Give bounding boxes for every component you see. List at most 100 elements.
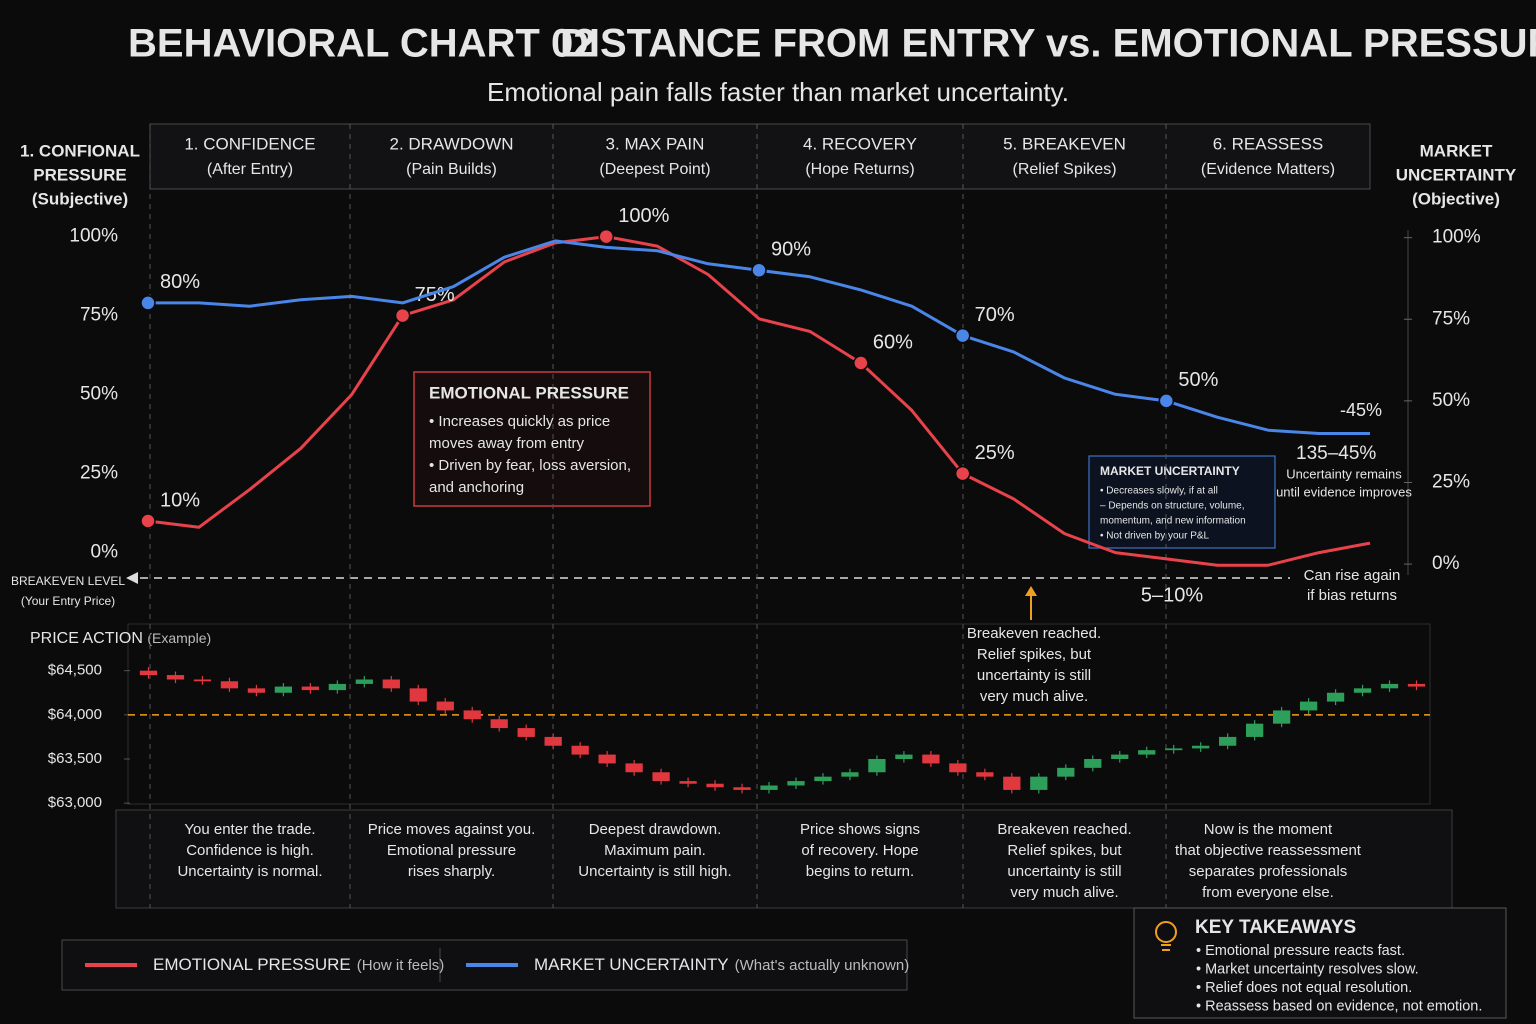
data-point <box>954 465 971 482</box>
candle-body <box>1326 692 1345 702</box>
candle-body <box>544 736 562 746</box>
phase-description: You enter the trade. <box>184 821 315 838</box>
breakeven-note: Relief spikes, but <box>977 646 1092 663</box>
phase-description: that objective reassessment <box>1175 842 1362 859</box>
phase-title: 1. CONFIDENCE <box>184 134 315 153</box>
annotation: if bias returns <box>1307 587 1397 604</box>
phase-description: Relief spikes, but <box>1007 842 1122 859</box>
uncertainty-box-title: MARKET UNCERTAINTY <box>1100 464 1240 478</box>
breakeven-note: very much alive. <box>980 688 1088 705</box>
candle-body <box>1003 776 1021 790</box>
phase-description: of recovery. Hope <box>801 842 918 859</box>
data-label: 80% <box>160 271 200 293</box>
data-label: 25% <box>975 442 1015 464</box>
candle-body <box>139 670 158 676</box>
data-point <box>394 307 411 324</box>
emotional-box-line: • Increases quickly as price <box>429 413 610 430</box>
phase-subtitle: (Hope Returns) <box>805 161 914 178</box>
phase-subtitle: (Relief Spikes) <box>1012 161 1116 178</box>
price-title: PRICE ACTION (Example) <box>30 630 211 648</box>
phase-header-box <box>149 123 1371 190</box>
phase-description: uncertainty is still <box>1007 863 1121 880</box>
y2-tick-label: 25% <box>1432 471 1470 492</box>
y-tick-label: 50% <box>80 384 118 405</box>
takeaway-item: • Emotional pressure reacts fast. <box>1196 943 1405 959</box>
annotation: 135–45% <box>1296 443 1376 464</box>
phase-description: very much alive. <box>1010 884 1118 901</box>
y2-tick-label: 0% <box>1432 553 1460 574</box>
takeaways-title: KEY TAKEAWAYS <box>1195 917 1356 938</box>
data-point <box>1158 393 1175 409</box>
annotation: Uncertainty remains <box>1286 466 1402 481</box>
phase-description: Price shows signs <box>800 821 920 838</box>
candle-body <box>922 754 940 764</box>
uncertainty-box-line: • Decreases slowly, if at all <box>1100 486 1218 497</box>
candle-body <box>436 701 454 711</box>
phase-description: Deepest drawdown. <box>589 821 722 838</box>
uncertainty-box-line: momentum, and new information <box>1100 516 1246 527</box>
annotation: until evidence improves <box>1276 484 1412 499</box>
y-axis-label: (Subjective) <box>32 189 128 208</box>
candle-body <box>463 710 481 720</box>
candle-body <box>1219 736 1237 746</box>
title-right: DISTANCE FROM ENTRY vs. EMOTIONAL PRESSU… <box>560 22 1536 66</box>
phase-subtitle: (After Entry) <box>207 161 293 178</box>
data-label: 100% <box>618 205 669 227</box>
price-panel <box>127 623 1431 805</box>
phase-description: Confidence is high. <box>186 842 314 859</box>
candle-body <box>868 759 886 773</box>
data-label: 90% <box>771 239 811 261</box>
y2-tick-label: 50% <box>1432 390 1470 411</box>
data-point <box>751 262 767 279</box>
emotional-box-line: moves away from entry <box>429 435 585 452</box>
data-point <box>140 513 156 529</box>
candle-body <box>787 781 805 786</box>
breakeven-note: uncertainty is still <box>977 667 1091 684</box>
phase-title: 2. DRAWDOWN <box>389 134 513 153</box>
candle-body <box>247 688 266 693</box>
price-title-sub: (Example) <box>147 630 211 646</box>
candle-body <box>220 681 239 689</box>
candle-body <box>166 675 185 680</box>
legend-note: (What's actually unknown) <box>735 957 910 974</box>
price-title-main: PRICE ACTION <box>30 630 143 647</box>
uncertainty-box-line: • Not driven by your P&L <box>1100 531 1210 542</box>
takeaway-item: • Market uncertainty resolves slow. <box>1196 961 1419 977</box>
legend-label: EMOTIONAL PRESSURE (How it feels) <box>153 955 444 974</box>
candle-body <box>895 754 913 759</box>
y2-axis-label: MARKET <box>1420 141 1493 160</box>
takeaways-box <box>1133 907 1507 1019</box>
data-label: 50% <box>1178 369 1218 391</box>
y-tick-label: 0% <box>91 542 119 563</box>
y-tick-label: $63,500 <box>48 750 102 767</box>
data-label: 60% <box>873 331 913 353</box>
y-axis-label: PRESSURE <box>33 165 127 184</box>
breakeven-label: (Your Entry Price) <box>21 594 115 608</box>
phase-description: Uncertainty is normal. <box>177 863 322 880</box>
phase-description: separates professionals <box>1189 863 1347 880</box>
title-left: BEHAVIORAL CHART 02 <box>128 22 595 66</box>
candle-body <box>814 776 832 782</box>
data-label: 10% <box>160 489 200 511</box>
candle-body <box>1030 776 1048 790</box>
candle-body <box>1272 710 1291 724</box>
subtitle: Emotional pain falls faster than market … <box>487 77 1069 107</box>
candle-body <box>328 683 346 691</box>
candle-body <box>841 772 859 777</box>
candle-body <box>706 783 724 788</box>
emotional-box-line: and anchoring <box>429 479 524 496</box>
candle-body <box>1084 759 1102 768</box>
y-tick-label: 100% <box>69 226 118 247</box>
data-point <box>853 355 869 371</box>
phase-subtitle: (Deepest Point) <box>599 161 710 178</box>
y-tick-label: 75% <box>80 305 118 326</box>
y-tick-label: $63,000 <box>48 794 102 811</box>
annotation: Can rise again <box>1304 567 1401 584</box>
phase-subtitle: (Evidence Matters) <box>1201 161 1335 178</box>
candle-body <box>193 679 212 682</box>
candle-body <box>1111 754 1129 759</box>
annotation: 5–10% <box>1141 584 1203 606</box>
data-point <box>598 228 614 245</box>
phase-description: begins to return. <box>806 863 914 880</box>
